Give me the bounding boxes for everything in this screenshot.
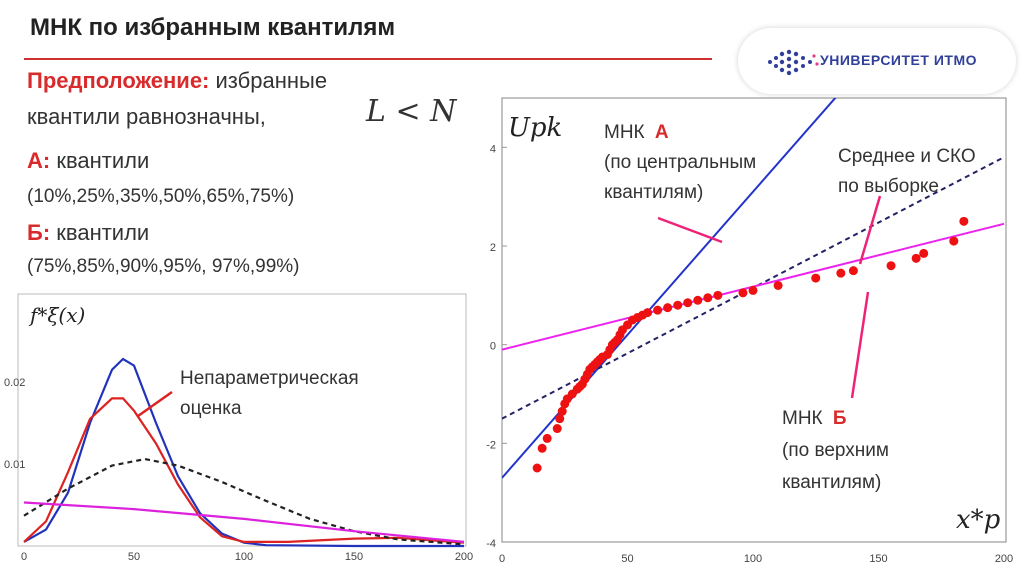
quantile-data-point (555, 414, 565, 424)
set-b-label: Б: (27, 220, 51, 245)
quantile-data-point (703, 293, 713, 303)
density-y-tick-label: 0.02 (4, 377, 25, 389)
ann-b-prefix: МНК (782, 408, 823, 429)
title-underline (24, 58, 712, 60)
assumption-label: Предположение: (27, 68, 210, 93)
quantile-data-point (673, 300, 683, 310)
quantile-data-point (738, 288, 748, 298)
assumption-text-1: избранные (215, 68, 328, 93)
density-series-line-2 (23, 397, 465, 544)
assumption-text-2: квантили равнозначны, (27, 104, 266, 129)
density-x-tick-label: 200 (455, 551, 473, 563)
density-chart-frame (17, 293, 467, 547)
density-series-line-3 (23, 457, 465, 546)
quantile-chart: Upk x*p 0 50 100 150 200 -4 -2 0 2 4 МНК А (по це… (486, 97, 1013, 565)
ann-b-line-3: квантилям) (782, 472, 881, 493)
ann-b-line-1: МНК Б (782, 408, 847, 429)
itmo-dots-logo-icon (768, 49, 819, 76)
ann-b-line-2: (по верхним (782, 440, 889, 461)
logo-text: УНИВЕРСИТЕТ ИТМО (820, 52, 977, 68)
density-chart: f*ξ(x) 0 50 100 150 200 0.01 0.02 Непараметрич… (4, 293, 473, 563)
quantile-data-point (811, 273, 821, 283)
density-x-tick-label: 150 (345, 551, 363, 563)
assumption-line-1: Предположение: избранные (27, 68, 327, 94)
ann-a-line-2: (по центральным (604, 152, 756, 173)
quantile-x-tick-label: 100 (744, 553, 762, 565)
ann-a-red: А (655, 122, 669, 143)
ann-a-prefix: МНК (604, 122, 645, 143)
itmo-logo: УНИВЕРСИТЕТ ИТМО (738, 28, 1016, 94)
quantile-y-tick-label: 4 (490, 143, 496, 155)
quantile-x-tick-label: 0 (499, 553, 505, 565)
quantile-data-point (919, 248, 929, 258)
quantile-x-tick-label: 200 (995, 553, 1013, 565)
ann-a-line-1: МНК А (604, 122, 669, 143)
nonparam-annotation-line-1: Непараметрическая (180, 368, 359, 389)
set-a-label: А: (27, 148, 51, 173)
assumption-formula: L < N (366, 94, 457, 129)
nonparam-annotation-pointer (137, 390, 173, 418)
quantile-data-point (663, 303, 673, 313)
quantile-data-point (836, 268, 846, 278)
set-a-values: (10%,25%,35%,50%,65%,75%) (27, 186, 295, 207)
quantile-data-point (748, 285, 758, 295)
quantile-data-point (949, 236, 959, 246)
set-b-values: (75%,85%,90%,95%, 97%,99%) (27, 256, 300, 277)
quantile-data-point (532, 463, 542, 473)
quantile-data-point (911, 253, 921, 263)
quantile-chart-xlabel: x*p (956, 505, 1001, 535)
quantile-data-point (713, 290, 723, 300)
density-series-line-4 (23, 501, 465, 543)
quantile-data-point (557, 406, 567, 416)
density-x-tick-label: 0 (21, 551, 27, 563)
quantile-chart-frame (501, 97, 1007, 543)
quantile-data-point (552, 424, 562, 434)
density-x-tick-label: 100 (235, 551, 253, 563)
quantile-data-point (848, 266, 858, 276)
quantile-y-tick-label: 2 (490, 242, 496, 254)
density-chart-ylabel: f*ξ(x) (28, 303, 85, 327)
quantile-data-point (653, 305, 663, 315)
quantile-data-point (693, 295, 703, 305)
density-series-line-1 (23, 357, 464, 548)
ann-b-red: Б (833, 408, 847, 429)
quantile-data-point (773, 280, 783, 290)
page-title: МНК по избранным квантилям (30, 14, 396, 41)
quantile-data-point (542, 433, 552, 443)
quantile-y-tick-label: 0 (490, 341, 496, 353)
ann-a-pointer (657, 216, 723, 244)
ann-b-pointer (850, 291, 870, 399)
nonparam-annotation-line-2: оценка (180, 398, 242, 419)
set-b-line: Б: квантили (27, 220, 149, 246)
quantile-x-tick-label: 150 (869, 553, 887, 565)
set-a-text: квантили (56, 148, 150, 173)
density-x-tick-label: 50 (128, 551, 140, 563)
ann-a-line-3: квантилям) (604, 182, 703, 203)
quantile-data-point (683, 298, 693, 308)
quantile-x-tick-label: 50 (621, 553, 633, 565)
quantile-y-tick-label: -2 (486, 439, 496, 451)
quantile-data-point (537, 443, 547, 453)
density-y-tick-label: 0.01 (4, 459, 25, 471)
ann-mean-line-2: по выборке (838, 176, 939, 197)
ann-mean-line-1: Среднее и СКО (838, 146, 976, 167)
quantile-data-point (959, 216, 969, 226)
set-b-text: квантили (56, 220, 150, 245)
quantile-chart-ylabel: Upk (508, 113, 562, 143)
quantile-data-point (643, 308, 653, 318)
set-a-line: А: квантили (27, 148, 149, 174)
ann-mean-pointer (858, 195, 882, 265)
quantile-y-tick-label: -4 (486, 538, 496, 550)
quantile-data-point (886, 261, 896, 271)
